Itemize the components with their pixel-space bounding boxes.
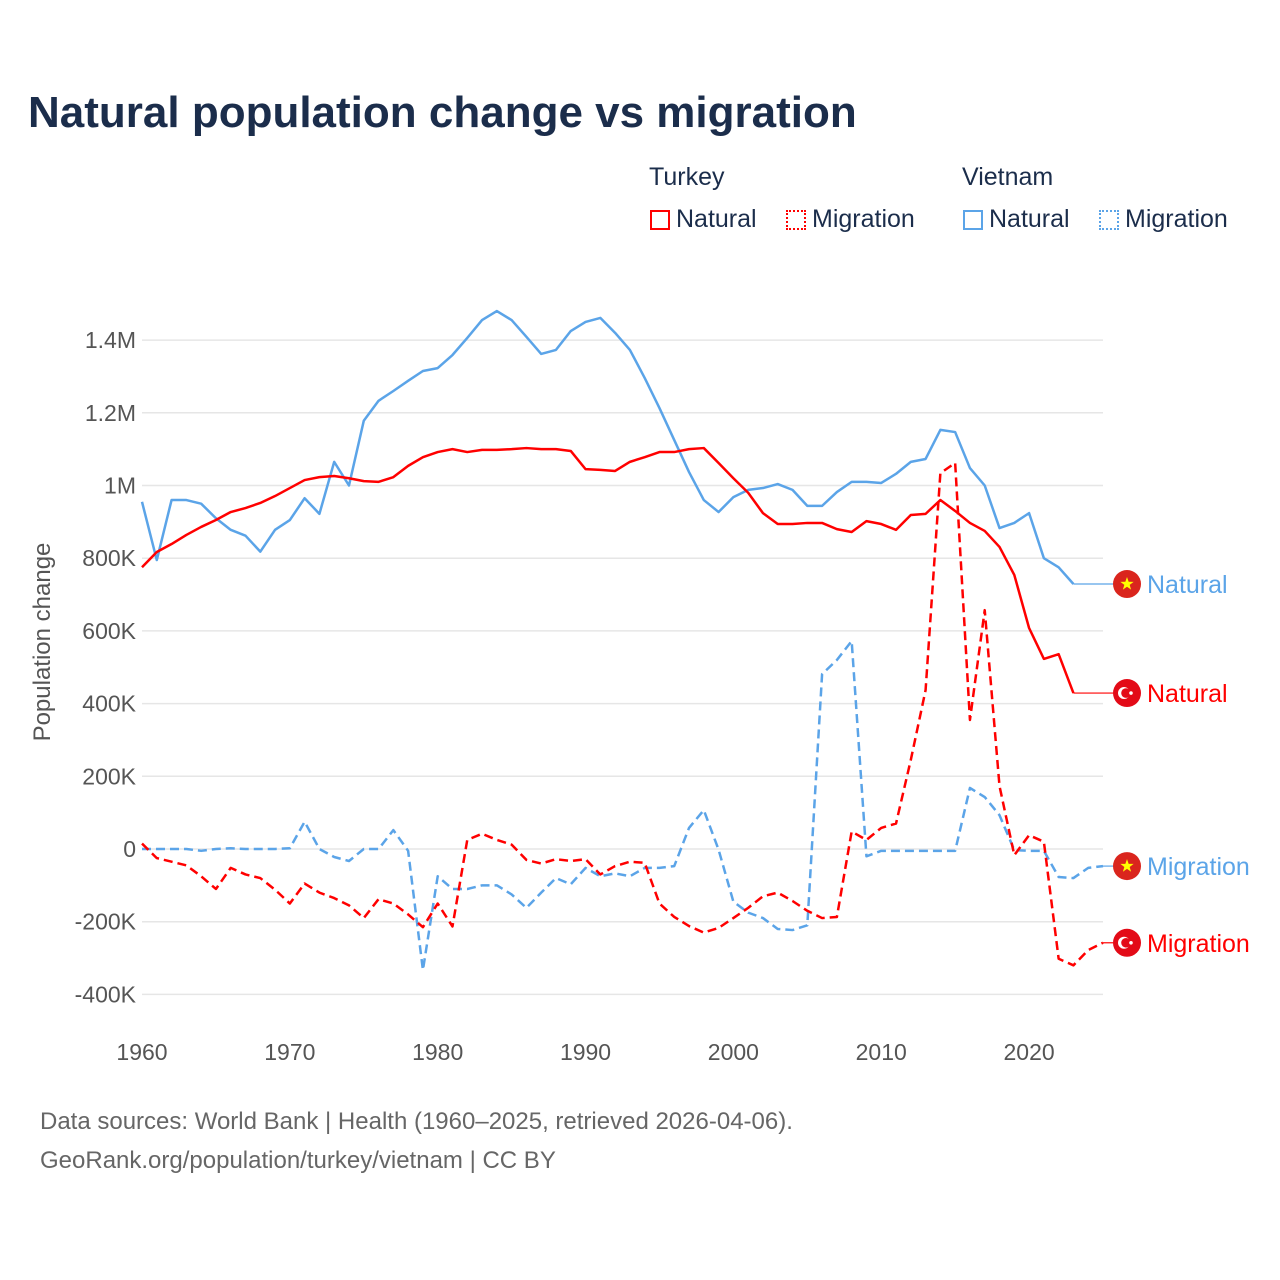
footer-sources: Data sources: World Bank | Health (1960–… — [40, 1108, 793, 1135]
end-label: Natural — [1147, 680, 1228, 708]
y-tick-label: 800K — [82, 545, 136, 571]
turkey-flag-icon — [1113, 928, 1141, 957]
legend-label: Migration — [812, 205, 915, 233]
end-label: Migration — [1147, 930, 1250, 958]
y-tick-label: 400K — [82, 691, 136, 717]
legend-swatch — [786, 209, 806, 230]
series-line-vietnam-natural[interactable] — [140, 309, 1075, 585]
y-tick-label: -400K — [75, 981, 137, 1007]
end-label: Natural — [1147, 571, 1228, 599]
vietnam-flag-icon — [1113, 570, 1141, 599]
y-tick-label: 1.2M — [85, 400, 136, 426]
vietnam-flag-icon — [1113, 852, 1141, 881]
series-line-vietnam-migration[interactable] — [142, 639, 1104, 972]
x-tick-label: 1980 — [412, 1039, 463, 1065]
y-tick-label: 1.4M — [85, 327, 136, 353]
legend-label: Natural — [989, 205, 1070, 233]
legend-group-turkey: Turkey — [649, 163, 725, 191]
x-tick-label: 2020 — [1003, 1039, 1054, 1065]
legend-swatch — [963, 209, 983, 230]
legend-group-vietnam: Vietnam — [962, 163, 1054, 191]
legend-vietnam-natural[interactable]: Natural — [963, 205, 1070, 234]
end-label: Migration — [1147, 853, 1250, 881]
legend-vietnam-migration[interactable]: Migration — [1099, 205, 1228, 234]
chart-title: Natural population change vs migration — [28, 88, 857, 137]
legend-swatch — [650, 209, 670, 230]
y-tick-label: 200K — [82, 763, 136, 789]
y-tick-label: 0 — [123, 836, 136, 862]
turkey-flag-icon — [1113, 679, 1141, 708]
legend-turkey-natural[interactable]: Natural — [650, 205, 757, 234]
legend-swatch — [1099, 209, 1119, 230]
x-tick-label: 1970 — [264, 1039, 315, 1065]
y-axis-label: Population change — [29, 543, 56, 742]
series-line-turkey-natural[interactable] — [141, 446, 1075, 694]
x-tick-label: 2010 — [856, 1039, 907, 1065]
series-line-turkey-migration[interactable] — [141, 461, 1104, 967]
x-tick-label: 1990 — [560, 1039, 611, 1065]
legend-turkey-migration[interactable]: Migration — [786, 205, 915, 234]
x-tick-label: 1960 — [116, 1039, 167, 1065]
y-tick-label: 1M — [104, 473, 136, 499]
y-tick-label: -200K — [75, 909, 137, 935]
footer-attribution: GeoRank.org/population/turkey/vietnam | … — [40, 1147, 556, 1174]
x-tick-label: 2000 — [708, 1039, 759, 1065]
legend-label: Natural — [676, 205, 757, 233]
legend-label: Migration — [1125, 205, 1228, 233]
y-tick-label: 600K — [82, 618, 136, 644]
